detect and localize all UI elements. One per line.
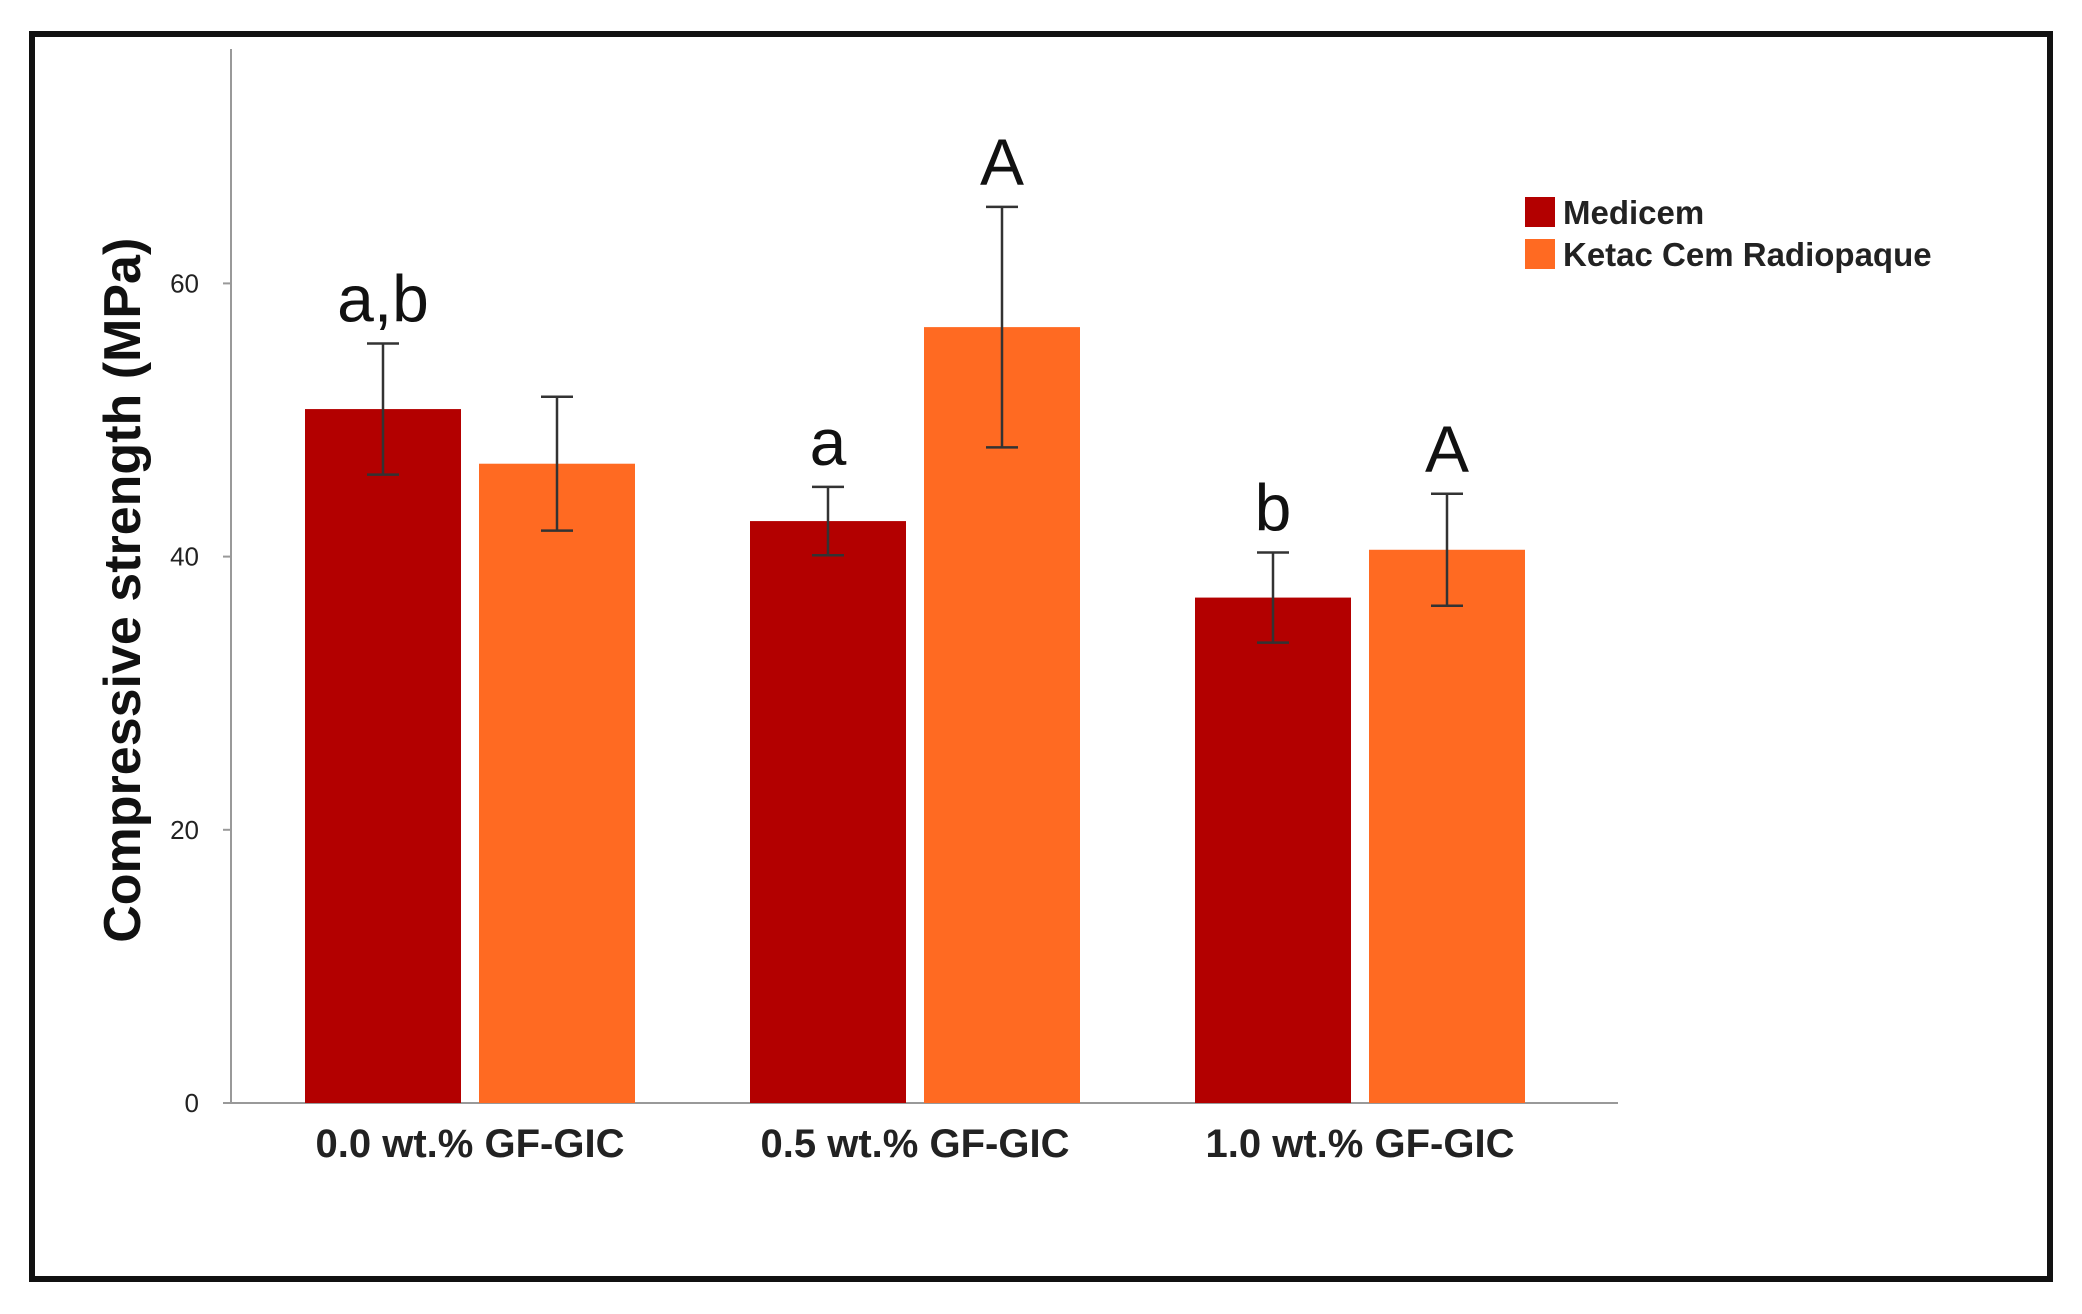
legend: Medicem Ketac Cem Radiopaque xyxy=(1525,194,1932,273)
error-bar xyxy=(1257,551,1289,644)
legend-swatch xyxy=(1525,239,1555,269)
bar-ketac-1 xyxy=(924,327,1080,1103)
bar-medicem-0 xyxy=(305,409,461,1103)
error-bar xyxy=(367,342,399,476)
significance-letters: a,b a Ab A xyxy=(337,125,1469,545)
error-bar xyxy=(986,205,1018,449)
error-bar xyxy=(541,395,573,532)
significance-letter: a,b xyxy=(337,262,429,336)
x-tick-label: 0.5 wt.% GF-GIC xyxy=(761,1122,1070,1166)
legend-label: Ketac Cem Radiopaque xyxy=(1563,236,1932,273)
significance-letter: A xyxy=(1425,412,1469,486)
y-tick-label: 20 xyxy=(170,815,199,845)
y-tick-label: 60 xyxy=(170,268,199,298)
x-tick-label: 1.0 wt.% GF-GIC xyxy=(1206,1122,1515,1166)
y-ticks: 0 20 40 60 xyxy=(170,268,231,1118)
significance-letter: a xyxy=(810,405,847,479)
legend-swatch xyxy=(1525,197,1555,227)
x-tick-label: 0.0 wt.% GF-GIC xyxy=(316,1122,625,1166)
bar-chart: 0 20 40 60 a,b a Ab A 0.0 wt.% GF-GIC 0.5 wt.% … xyxy=(94,49,1932,1166)
legend-label: Medicem xyxy=(1563,194,1704,231)
y-axis-label: Compressive strength (MPa) xyxy=(94,238,152,943)
x-tick-labels: 0.0 wt.% GF-GIC 0.5 wt.% GF-GIC 1.0 wt.% G… xyxy=(316,1122,1515,1166)
significance-letter: A xyxy=(980,125,1024,199)
y-tick-label: 40 xyxy=(170,542,199,572)
bar-medicem-1 xyxy=(750,521,906,1103)
error-bar xyxy=(812,485,844,557)
bar-ketac-2 xyxy=(1369,549,1525,1103)
error-bars xyxy=(367,205,1463,644)
bar-ketac-0 xyxy=(479,463,635,1103)
bars xyxy=(305,327,1525,1103)
bar-medicem-2 xyxy=(1195,597,1351,1103)
significance-letter: b xyxy=(1255,471,1292,545)
error-bar xyxy=(1431,492,1463,608)
y-tick-label: 0 xyxy=(185,1088,199,1118)
